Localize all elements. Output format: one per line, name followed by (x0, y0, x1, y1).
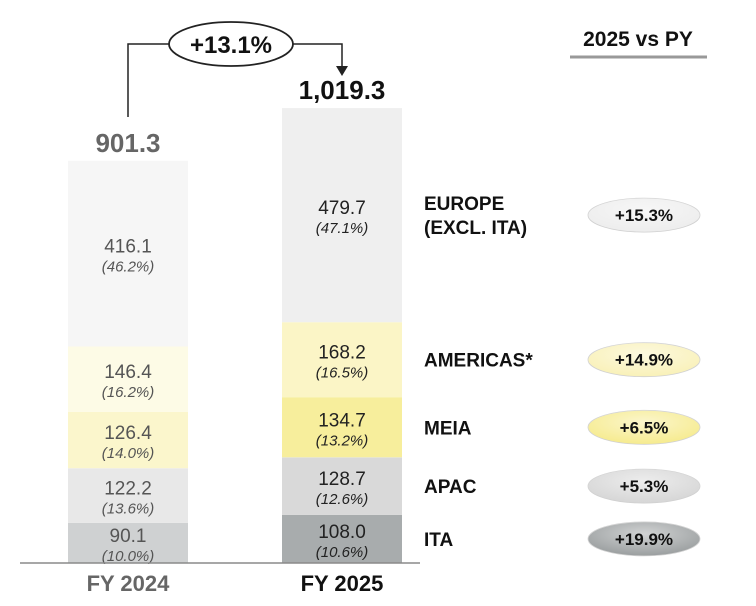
region-label-apac: APAC (424, 477, 477, 498)
region-legend: ITA +19.9% APAC +5.3% MEIA +6.5% AMERICAS* +14.… (424, 194, 701, 557)
value-label-fy-2025-americas: 168.2 (318, 343, 366, 364)
share-label-fy-2025-americas: (16.5%) (316, 365, 369, 382)
comparison-header: 2025 vs PY (583, 28, 693, 51)
share-label-fy-2024-meia: (14.0%) (102, 445, 155, 462)
share-label-fy-2025-ita: (10.6%) (316, 544, 369, 561)
growth-value-apac: +5.3% (620, 477, 669, 496)
growth-value-ita: +19.9% (615, 530, 673, 549)
share-label-fy-2025-europe-excl-ita: (47.1%) (316, 220, 369, 237)
bars-layer: 90.1(10.0%) 122.2(13.6%) 126.4(14.0%) 146.4… (68, 108, 402, 565)
value-label-fy-2025-apac: 128.7 (318, 469, 366, 490)
bar-segment-fy-2025-americas (282, 322, 402, 398)
bar-segment-fy-2025-ita (282, 514, 402, 563)
region-label-ita: ITA (424, 530, 453, 551)
share-label-fy-2025-apac: (12.6%) (316, 491, 369, 508)
growth-callout-value: +13.1% (190, 32, 272, 59)
value-label-fy-2025-meia: 134.7 (318, 410, 366, 431)
bar-segment-fy-2024-americas (68, 346, 188, 412)
share-label-fy-2024-ita: (10.0%) (102, 548, 155, 565)
x-tick-label-fy2024: FY 2024 (87, 571, 171, 596)
bar-segment-fy-2024-europe-excl-ita (68, 160, 188, 347)
value-label-fy-2024-ita: 90.1 (110, 526, 147, 547)
growth-value-europe-excl-ita: +15.3% (615, 206, 673, 225)
growth-badge-highlight-apac (588, 469, 700, 504)
value-label-fy-2025-europe-excl-ita: 479.7 (318, 198, 366, 219)
share-label-fy-2024-americas: (16.2%) (102, 384, 155, 401)
value-label-fy-2024-europe-excl-ita: 416.1 (104, 237, 152, 258)
growth-value-americas: +14.9% (615, 351, 673, 370)
growth-value-meia: +6.5% (620, 418, 669, 437)
share-label-fy-2024-apac: (13.6%) (102, 501, 155, 518)
growth-badge-highlight-meia (588, 410, 700, 445)
share-label-fy-2024-europe-excl-ita: (46.2%) (102, 259, 155, 276)
total-label-fy2025: 1,019.3 (299, 75, 386, 105)
region-label-europe-excl-ita: EUROPE (EXCL. ITA) (424, 194, 527, 239)
growth-badge-highlight-americas (588, 342, 700, 377)
value-label-fy-2025-ita: 108.0 (318, 522, 366, 543)
share-label-fy-2025-meia: (13.2%) (316, 432, 369, 449)
value-label-fy-2024-meia: 126.4 (104, 423, 152, 444)
region-label-americas: AMERICAS* (424, 351, 533, 372)
bar-segment-fy-2024-apac (68, 468, 188, 523)
growth-callout-ellipse (168, 21, 294, 67)
total-label-fy2024: 901.3 (95, 128, 160, 158)
x-tick-label-fy2025: FY 2025 (301, 571, 384, 596)
value-label-fy-2024-americas: 146.4 (104, 362, 152, 383)
bar-segment-fy-2025-apac (282, 457, 402, 515)
growth-badge-highlight-ita (588, 521, 700, 556)
growth-connector-arrowhead (336, 66, 348, 76)
growth-connector (127, 43, 343, 117)
growth-badge-highlight-europe-excl-ita (588, 198, 700, 233)
bar-segment-fy-2025-europe-excl-ita (282, 108, 402, 323)
value-label-fy-2024-apac: 122.2 (104, 479, 152, 500)
bar-segment-fy-2024-ita (68, 522, 188, 563)
region-label-meia: MEIA (424, 418, 472, 439)
bar-segment-fy-2024-meia (68, 411, 188, 469)
bar-segment-fy-2025-meia (282, 397, 402, 458)
